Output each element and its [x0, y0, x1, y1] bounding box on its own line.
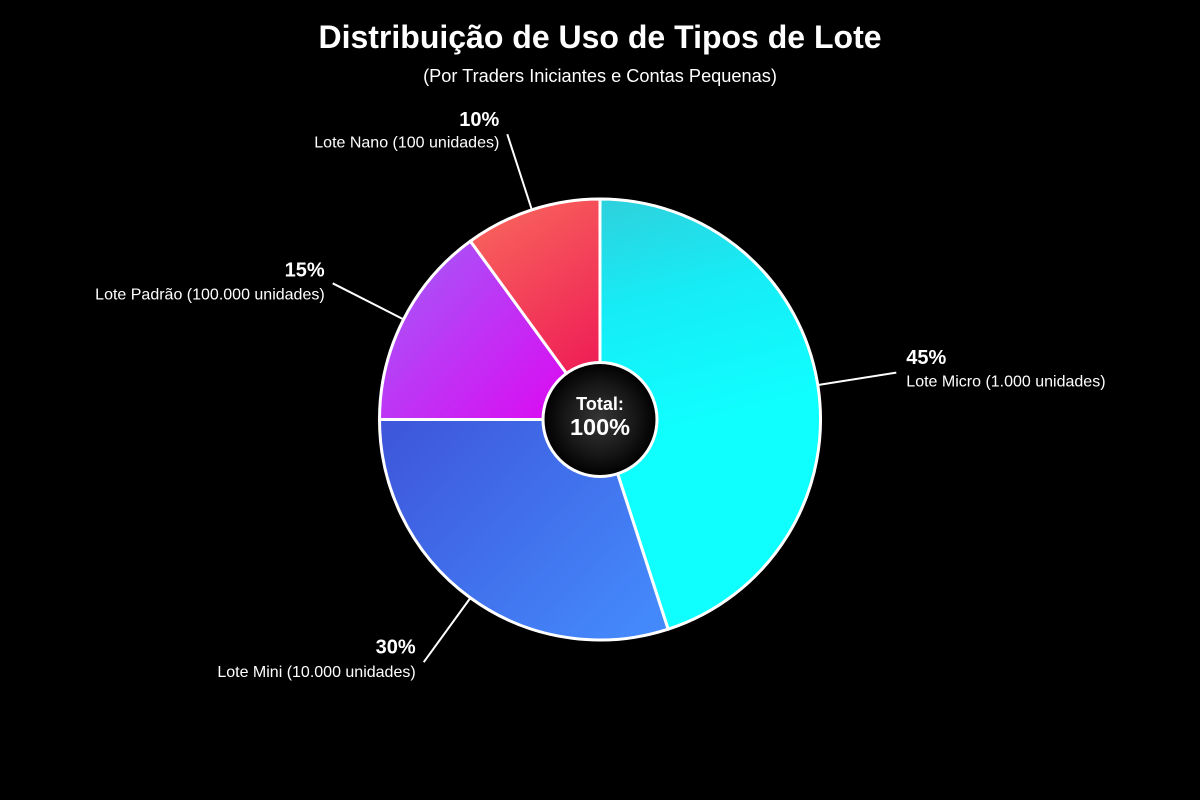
svg-text:Lote Nano (100 unidades): Lote Nano (100 unidades) [314, 135, 499, 152]
svg-text:Lote Padrão (100.000 unidades): Lote Padrão (100.000 unidades) [95, 286, 325, 303]
svg-text:Total:: Total: [576, 394, 624, 414]
svg-text:Distribuição de Uso de Tipos d: Distribuição de Uso de Tipos de Lote [318, 19, 881, 55]
svg-text:15%: 15% [285, 259, 325, 281]
svg-text:Lote Micro (1.000 unidades): Lote Micro (1.000 unidades) [906, 374, 1105, 391]
svg-text:Lote Mini (10.000 unidades): Lote Mini (10.000 unidades) [217, 664, 415, 681]
svg-text:(Por Traders Iniciantes e Cont: (Por Traders Iniciantes e Contas Pequena… [423, 66, 777, 86]
svg-text:100%: 100% [570, 414, 630, 440]
svg-text:30%: 30% [376, 637, 416, 659]
svg-text:45%: 45% [906, 347, 946, 369]
svg-text:10%: 10% [459, 109, 499, 131]
